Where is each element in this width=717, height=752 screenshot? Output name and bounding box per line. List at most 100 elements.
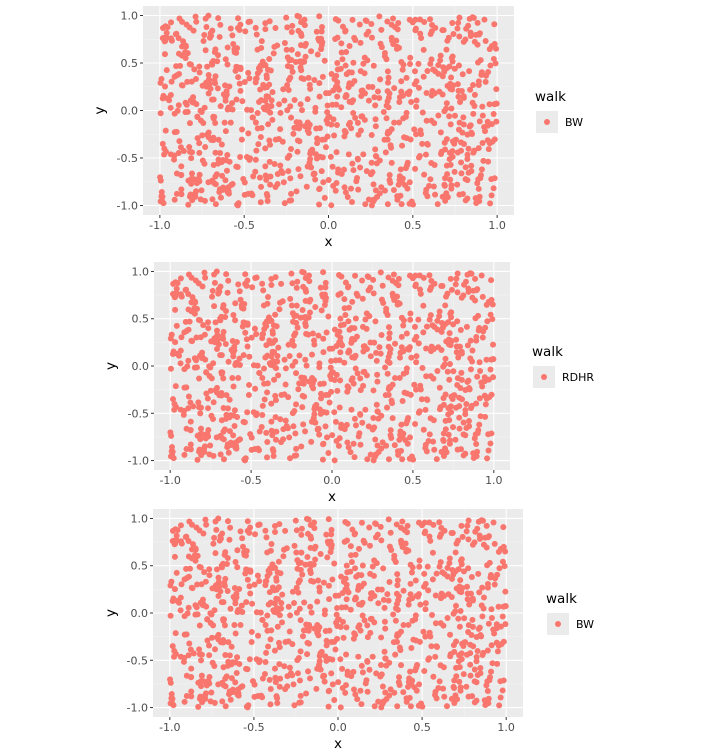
data-point — [188, 674, 195, 681]
data-point — [407, 668, 414, 675]
data-point — [454, 81, 461, 88]
data-point — [383, 662, 390, 669]
data-point — [199, 349, 206, 356]
data-point — [222, 703, 229, 710]
data-point — [454, 270, 461, 277]
data-point — [440, 622, 447, 629]
data-point — [306, 309, 313, 316]
data-point — [205, 405, 212, 412]
data-point — [457, 326, 464, 333]
data-point — [274, 596, 281, 603]
data-point — [407, 316, 414, 323]
data-point — [502, 588, 509, 595]
data-point — [235, 375, 242, 382]
data-point — [173, 404, 180, 411]
data-point — [313, 125, 320, 132]
data-point — [450, 368, 457, 375]
data-point — [250, 678, 256, 685]
data-point — [458, 376, 465, 383]
data-point — [473, 440, 480, 447]
data-point — [306, 378, 313, 385]
data-point — [312, 104, 319, 111]
data-point — [313, 685, 320, 692]
data-point — [443, 100, 450, 107]
data-point — [316, 13, 323, 20]
data-point — [262, 621, 269, 628]
data-point — [346, 43, 353, 50]
data-point — [244, 576, 251, 583]
data-point — [303, 627, 310, 634]
data-point — [299, 107, 305, 114]
y-tick-label: -0.5 — [127, 654, 148, 667]
legend-key-point — [555, 621, 561, 627]
data-point — [381, 136, 388, 143]
data-point — [468, 404, 475, 411]
data-point — [396, 674, 403, 681]
data-point — [367, 595, 374, 602]
data-point — [396, 119, 403, 126]
data-point — [490, 341, 497, 348]
data-point — [408, 645, 415, 651]
data-point — [359, 669, 366, 676]
data-point — [230, 383, 237, 390]
data-point — [500, 677, 507, 684]
data-point — [216, 33, 223, 40]
data-point — [483, 301, 490, 308]
data-point — [324, 109, 331, 116]
data-point — [426, 316, 433, 323]
x-tick-label: -0.5 — [233, 219, 254, 232]
data-point — [381, 618, 388, 625]
data-point — [352, 422, 359, 429]
data-point — [209, 634, 216, 641]
data-point — [477, 413, 484, 420]
data-point — [249, 600, 256, 607]
data-point — [269, 432, 276, 439]
data-point — [347, 606, 354, 613]
data-point — [368, 615, 375, 622]
data-point — [224, 554, 231, 561]
data-point — [460, 419, 467, 426]
data-point — [441, 570, 448, 577]
data-point — [366, 313, 373, 320]
data-point — [304, 639, 311, 646]
data-point — [185, 553, 192, 560]
data-point — [357, 39, 364, 46]
data-point — [194, 581, 201, 588]
data-point — [227, 605, 234, 612]
data-point — [502, 603, 509, 610]
legend-title: walk — [546, 591, 577, 607]
data-point — [449, 20, 456, 26]
data-point — [385, 79, 392, 86]
data-point — [220, 599, 227, 606]
data-point — [193, 524, 200, 531]
data-point — [364, 57, 371, 64]
data-point — [178, 186, 185, 193]
data-point — [494, 648, 501, 655]
data-point — [476, 535, 483, 542]
data-point — [351, 336, 358, 343]
data-point — [490, 519, 497, 526]
data-point — [364, 688, 371, 695]
data-point — [321, 678, 328, 685]
data-point — [466, 601, 473, 608]
data-point — [232, 300, 239, 307]
y-tick-label: 0.5 — [131, 560, 149, 573]
data-point — [245, 392, 252, 399]
data-point — [326, 687, 333, 694]
data-point — [331, 560, 338, 567]
data-point — [475, 570, 482, 577]
data-point — [203, 521, 210, 528]
data-point — [316, 624, 323, 631]
data-point — [168, 37, 175, 44]
data-point — [456, 14, 463, 21]
data-point — [453, 540, 460, 547]
data-point — [177, 522, 184, 529]
data-point — [452, 549, 459, 556]
data-point — [181, 329, 188, 336]
data-point — [480, 594, 487, 601]
data-point — [404, 390, 411, 397]
data-point — [484, 455, 491, 462]
data-point — [335, 679, 342, 686]
data-point — [465, 565, 472, 572]
